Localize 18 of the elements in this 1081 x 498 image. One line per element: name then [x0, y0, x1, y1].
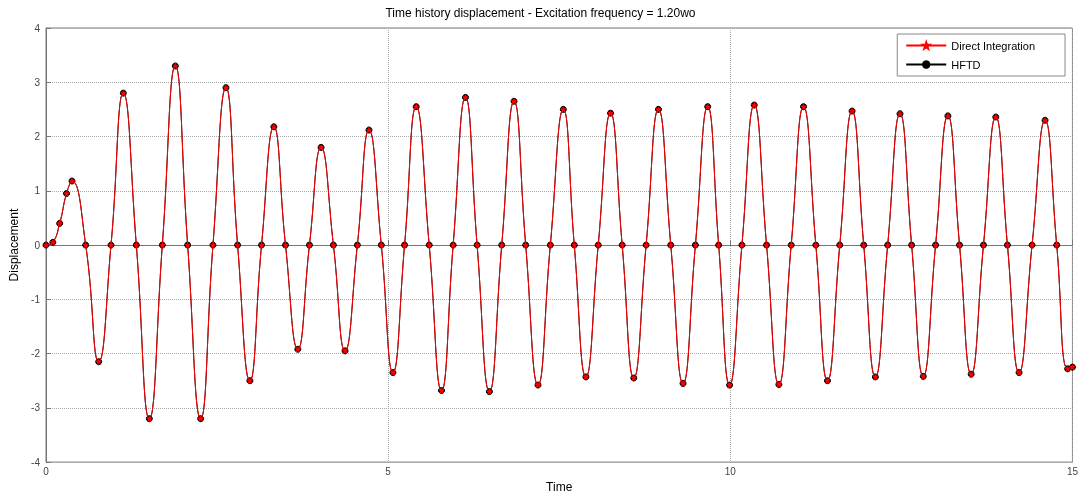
y-tick-label: -1 [31, 293, 41, 305]
legend-label: Direct Integration [951, 39, 1035, 52]
x-tick-label: 15 [1066, 465, 1079, 477]
y-tick-label: -4 [31, 456, 41, 468]
x-tick-label: 0 [43, 465, 50, 477]
legend-label: HFTD [951, 58, 981, 71]
x-tick-label: 5 [385, 465, 392, 477]
y-tick-label: 1 [34, 185, 41, 197]
y-tick-label: -3 [31, 402, 41, 414]
x-axis-title: Time [546, 480, 573, 494]
chart-title: Time history displacement - Excitation frequency = 1.20wo [385, 6, 696, 20]
y-tick-label: 2 [34, 131, 41, 143]
y-tick-label: 0 [34, 239, 41, 251]
x-tick-label: 10 [724, 465, 737, 477]
y-tick-label: 3 [34, 76, 41, 88]
y-tick-label: 4 [34, 22, 41, 34]
y-tick-label: -2 [31, 348, 41, 360]
y-axis-title: Displacement [7, 208, 21, 282]
